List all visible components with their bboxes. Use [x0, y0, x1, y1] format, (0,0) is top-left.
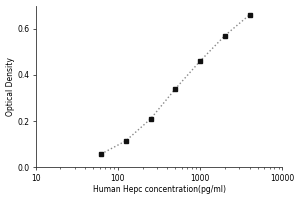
X-axis label: Human Hepc concentration(pg/ml): Human Hepc concentration(pg/ml)	[92, 185, 226, 194]
Y-axis label: Optical Density: Optical Density	[6, 57, 15, 116]
